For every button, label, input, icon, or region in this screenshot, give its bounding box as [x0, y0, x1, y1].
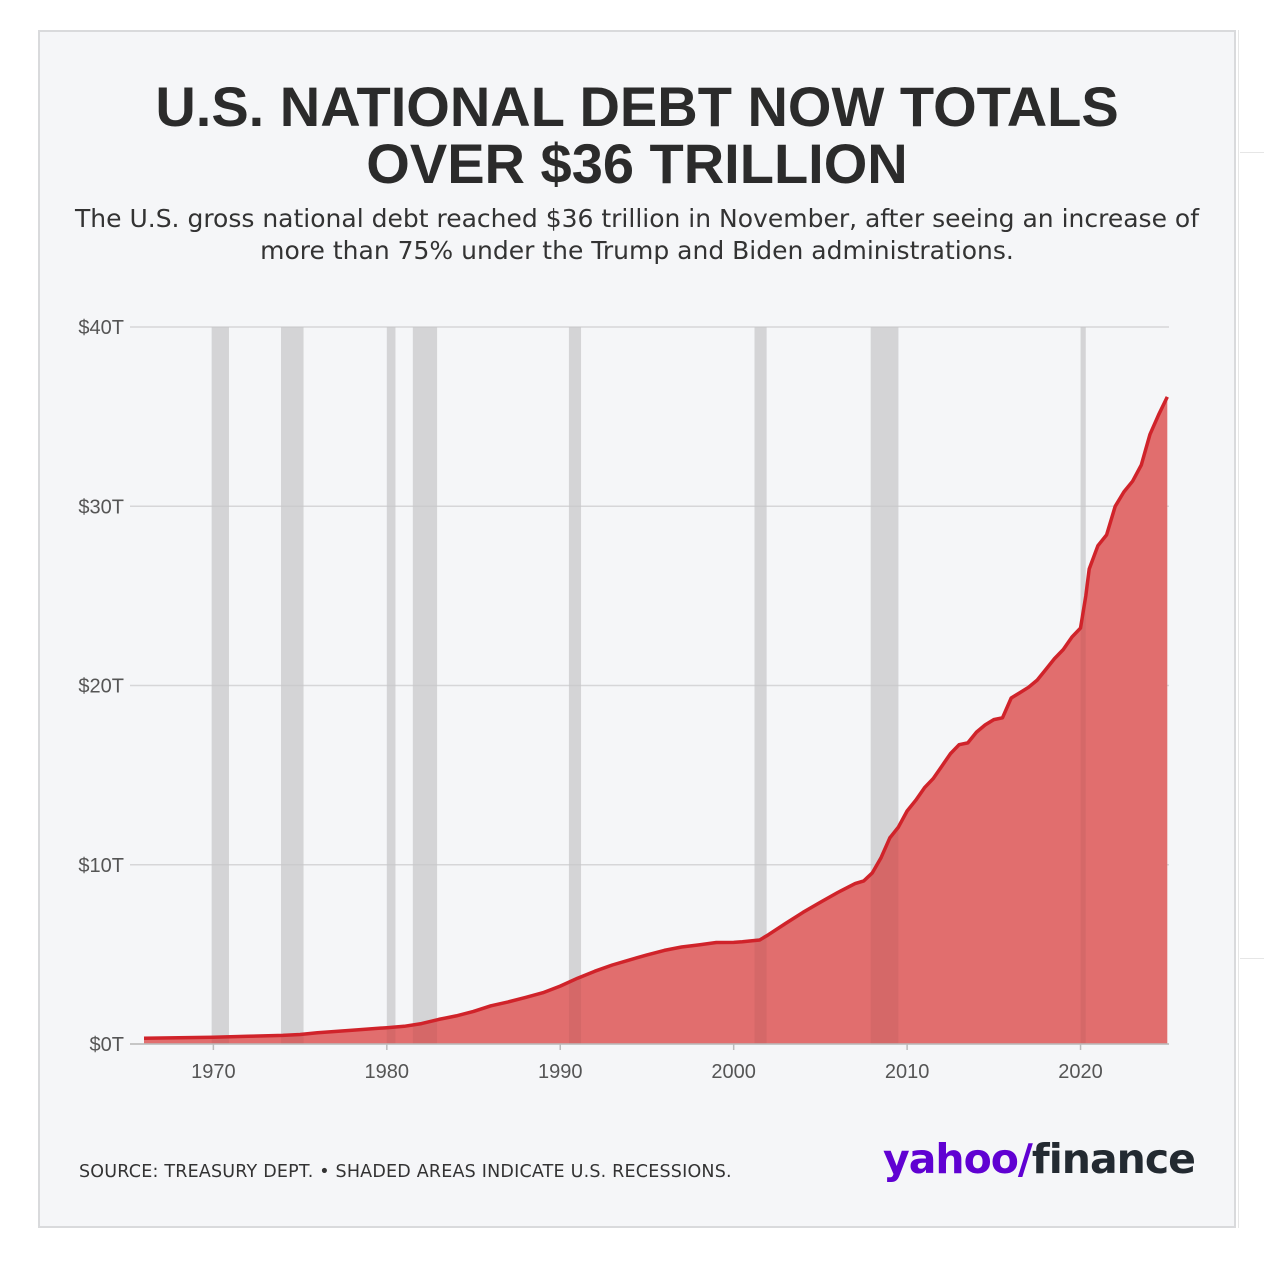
y-tick-label: $0T	[90, 1034, 124, 1056]
y-tick-label: $40T	[78, 317, 124, 339]
logo-finance: finance	[1031, 1135, 1196, 1183]
side-divider-tick	[1240, 958, 1264, 959]
recession-band-overlay	[568, 327, 582, 1044]
side-divider-tick	[1240, 152, 1264, 153]
x-tick-label: 2010	[885, 1061, 930, 1083]
chart-subtitle-line1: The U.S. gross national debt reached $36…	[75, 204, 1199, 233]
x-tick-label: 1990	[538, 1061, 583, 1083]
x-tick-label: 1980	[365, 1061, 410, 1083]
logo-yahoo: yahoo	[883, 1135, 1019, 1183]
x-tick-label: 2000	[711, 1061, 756, 1083]
recession-band-overlay	[211, 327, 229, 1044]
x-tick-label: 2020	[1058, 1061, 1103, 1083]
yahoo-finance-logo: yahoo/finance	[883, 1134, 1203, 1184]
chart-title-line2: OVER $36 TRILLION	[366, 132, 908, 195]
recession-band-overlay	[870, 327, 899, 1044]
side-divider	[1238, 30, 1239, 1228]
recession-band-overlay	[412, 327, 438, 1044]
chart-subtitle-line2: more than 75% under the Trump and Biden …	[260, 236, 1014, 265]
recession-band-overlay	[754, 327, 767, 1044]
y-tick-label: $20T	[78, 676, 124, 698]
chart-title: U.S. NATIONAL DEBT NOW TOTALS OVER $36 T…	[40, 78, 1234, 192]
chart-title-line1: U.S. NATIONAL DEBT NOW TOTALS	[155, 75, 1119, 138]
recession-band-overlay	[386, 327, 396, 1044]
chart-subtitle: The U.S. gross national debt reached $36…	[70, 203, 1204, 267]
source-note: SOURCE: TREASURY DEPT. • SHADED AREAS IN…	[79, 1162, 732, 1182]
y-tick-label: $10T	[78, 855, 124, 877]
debt-line	[143, 396, 1169, 1041]
recession-band-overlay	[1080, 327, 1086, 1044]
y-tick-label: $30T	[78, 496, 124, 518]
recession-band-overlay	[281, 327, 304, 1044]
logo-slash: /	[1017, 1135, 1033, 1183]
debt-area	[144, 396, 1168, 1044]
x-tick-label: 1970	[191, 1061, 236, 1083]
